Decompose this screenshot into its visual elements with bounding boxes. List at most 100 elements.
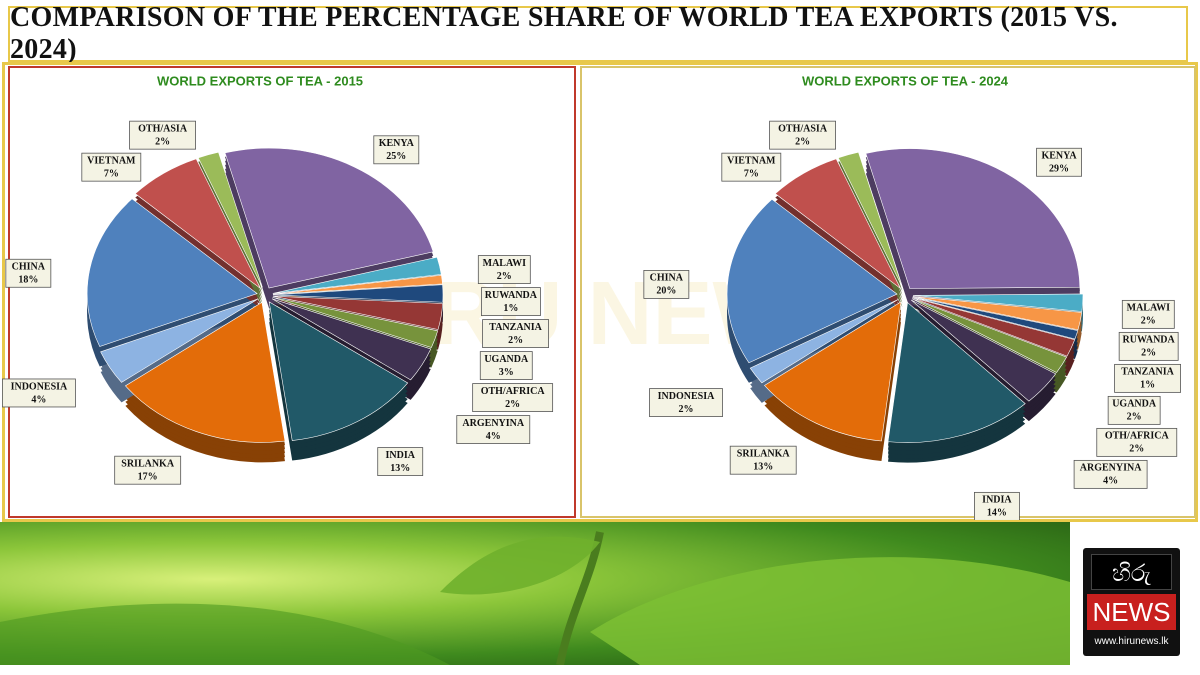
label-box: [649, 388, 723, 417]
value-label: 1%: [1140, 380, 1155, 391]
slice-label: CHINA: [12, 262, 46, 273]
label-box: [81, 152, 142, 182]
slice-label: SRILANKA: [121, 458, 175, 469]
slice: [197, 151, 263, 288]
value-label: 18%: [18, 275, 38, 286]
slice: [272, 295, 443, 330]
banner-image: [0, 522, 1070, 665]
frame: [2, 62, 1198, 522]
charts: HIRU NEWS WORLD EXPORTS OF TEA - 2015KEN…: [2, 73, 1181, 520]
slice: [86, 198, 258, 347]
value-label: 2%: [1141, 348, 1156, 359]
value-label: 2%: [505, 399, 520, 410]
leaves: [0, 531, 1070, 665]
slice: [911, 298, 1068, 373]
label-box: [1107, 395, 1161, 425]
value-label: 29%: [1049, 164, 1069, 175]
label-box: [721, 152, 782, 182]
slice: [124, 301, 286, 443]
slice: [837, 151, 903, 288]
slice: [774, 158, 901, 289]
label-box: [1096, 427, 1178, 457]
value-label: 4%: [486, 431, 501, 442]
slice-label: ARGENYINA: [462, 418, 524, 429]
value-label: 13%: [753, 461, 773, 472]
slice-label: INDONESIA: [11, 381, 68, 392]
label-box: [482, 319, 549, 348]
slice: [865, 148, 1081, 289]
slice-label: ARGENYINA: [1080, 463, 1142, 474]
value-label: 1%: [503, 303, 518, 314]
slice: [272, 284, 444, 303]
label-box: [1121, 299, 1175, 329]
value-label: 25%: [386, 151, 406, 162]
value-label: 17%: [138, 471, 158, 482]
value-label: 3%: [499, 367, 514, 378]
slice-label: RUWANDA: [485, 290, 538, 301]
slice: [911, 299, 1057, 402]
value-label: 4%: [31, 394, 46, 405]
slice: [272, 274, 443, 295]
value-label: 2%: [155, 136, 170, 147]
label-box: [2, 378, 76, 408]
logo-url: www.hirunews.lk: [1094, 636, 1169, 647]
value-label: 2%: [497, 271, 512, 282]
label-box: [481, 287, 541, 316]
label-box: [377, 447, 424, 476]
label-box: [1073, 459, 1148, 489]
slice: [224, 147, 434, 289]
value-label: 2%: [795, 136, 810, 147]
slice: [912, 297, 1076, 357]
slice-label: CHINA: [650, 273, 684, 284]
slice-label: UGANDA: [1112, 399, 1157, 410]
label-box: [974, 491, 1020, 520]
slice-label: UGANDA: [484, 354, 529, 365]
value-label: 4%: [1103, 476, 1118, 487]
value-label: 7%: [104, 168, 119, 179]
value-label: 7%: [744, 168, 759, 179]
value-label: 13%: [390, 463, 410, 474]
slice-label: KENYA: [1041, 151, 1077, 162]
slice-label: MALAWI: [483, 258, 526, 269]
slice: [272, 256, 442, 294]
slice: [100, 298, 259, 383]
value-label: 2%: [508, 335, 523, 346]
slice: [271, 298, 432, 381]
label-box: [477, 255, 531, 284]
slice: [912, 293, 1084, 312]
label-box: [129, 120, 196, 150]
slice: [268, 301, 409, 441]
slice-label: OTH/ASIA: [778, 123, 828, 134]
slice-label: OTH/AFRICA: [1105, 431, 1170, 442]
slice-label: TANZANIA: [1121, 367, 1174, 378]
logo-name: NEWS: [1087, 594, 1176, 630]
slice-label: RUWANDA: [1123, 335, 1176, 346]
label-box: [1036, 147, 1082, 177]
page-title: COMPARISON OF THE PERCENTAGE SHARE OF WO…: [8, 2, 1188, 65]
label-box: [373, 135, 420, 165]
label-box: [472, 383, 554, 412]
label-box: [5, 258, 52, 288]
slice: [887, 301, 1026, 443]
logo: හිරු NEWS www.hirunews.lk: [1083, 548, 1180, 656]
chart-title: WORLD EXPORTS OF TEA - 2024: [802, 73, 1009, 88]
logo-top: හිරු: [1091, 554, 1172, 590]
value-label: 2%: [1129, 444, 1144, 455]
label-box: [769, 120, 836, 150]
slice-label: SRILANKA: [737, 448, 791, 459]
slice: [272, 297, 439, 348]
slice-label: OTH/AFRICA: [481, 386, 546, 397]
value-label: 14%: [987, 508, 1007, 519]
slice: [726, 198, 898, 364]
value-label: 2%: [1141, 316, 1156, 327]
slice: [912, 296, 1083, 331]
value-label: 2%: [679, 404, 694, 415]
slice: [764, 301, 902, 442]
slice-label: KENYA: [379, 138, 415, 149]
value-label: 2%: [1127, 412, 1142, 423]
label-box: [1114, 363, 1181, 393]
label-box: [114, 455, 182, 485]
slice-label: INDIA: [385, 450, 415, 461]
value-label: 20%: [656, 286, 676, 297]
label-box: [729, 445, 797, 475]
